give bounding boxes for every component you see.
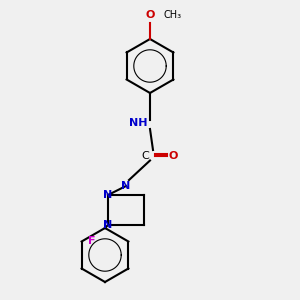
- Text: N: N: [103, 220, 112, 230]
- Text: C: C: [142, 151, 149, 161]
- Text: O: O: [168, 151, 177, 161]
- Text: N: N: [103, 190, 112, 200]
- Text: F: F: [88, 236, 95, 247]
- Text: O: O: [145, 10, 155, 20]
- Text: CH₃: CH₃: [164, 10, 181, 20]
- Text: NH: NH: [129, 118, 147, 128]
- Text: N: N: [122, 181, 130, 191]
